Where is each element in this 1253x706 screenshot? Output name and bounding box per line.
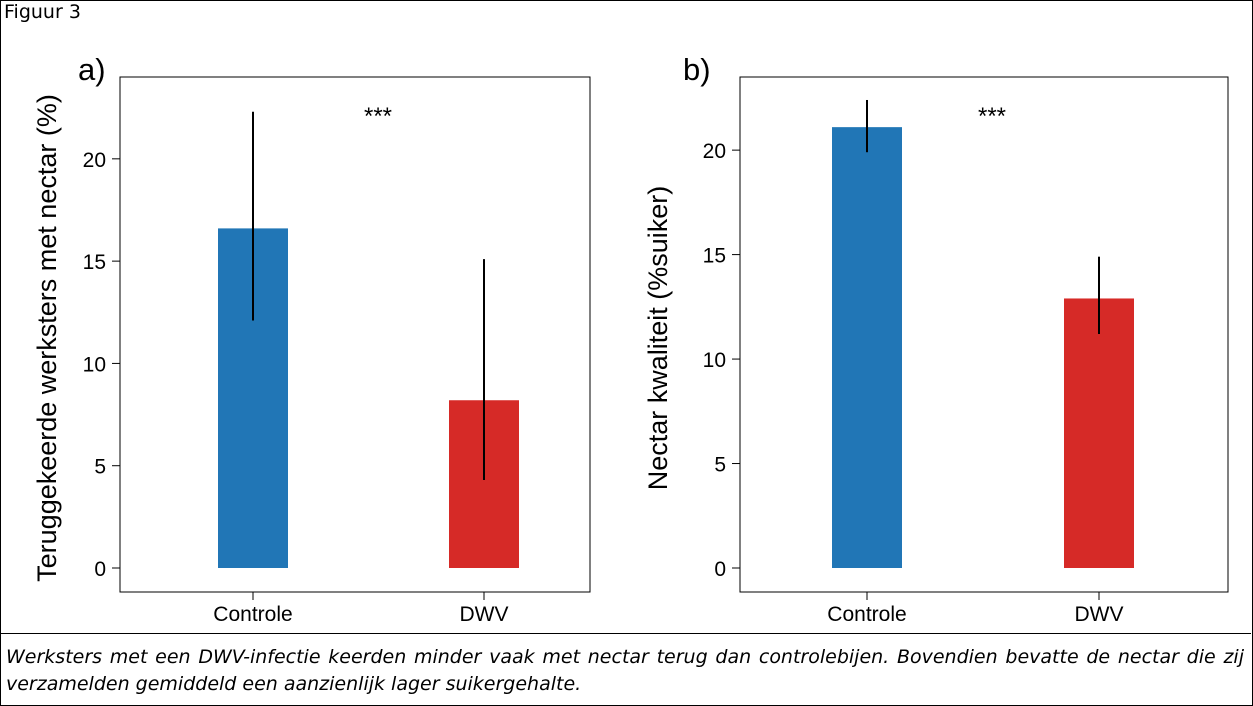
panel-a-y-axis-title: Teruggekeerde werksters met nectar (%) [32,94,62,582]
panel-b: b) Nectar kwaliteit (%suiker) 0 5 10 15 20 C… [643,52,1229,626]
panel-b-x-tick-labels: Controle DWV [827,592,1124,626]
panel-a-x-tick-labels: Controle DWV [213,592,509,626]
panel-a-y-ticks: 0 5 10 15 20 [83,149,120,581]
x-tick-label-controle: Controle [827,603,906,626]
panel-a-label: a) [78,52,106,87]
panel-a-significance: *** [364,103,392,130]
y-tick-label: 0 [714,558,726,581]
panel-b-y-ticks: 0 5 10 15 20 [703,140,740,581]
y-tick-label: 10 [703,349,726,372]
panel-a: a) Teruggekeerde werksters met nectar (%… [32,52,591,626]
panel-b-label: b) [683,52,711,87]
bar-charts: a) Teruggekeerde werksters met nectar (%… [32,52,1229,626]
y-tick-label: 5 [94,456,106,479]
x-tick-label-dwv: DWV [1075,603,1124,626]
panel-a-error-bars [252,111,485,481]
x-tick-label-controle: Controle [213,603,292,626]
y-tick-label: 20 [83,149,106,172]
panel-a-bars [218,228,519,568]
figure-caption: Werksters met een DWV-infectie keerden m… [6,646,1244,695]
panel-b-significance: *** [978,103,1006,130]
bar-dwv [1064,298,1134,568]
y-tick-label: 10 [83,353,106,376]
caption-divider [0,633,1251,634]
panel-b-plot-frame [739,76,1229,593]
y-tick-label: 15 [703,245,726,268]
y-tick-label: 5 [714,454,726,477]
y-tick-label: 20 [703,140,726,163]
panel-b-bars [832,127,1134,568]
y-tick-label: 15 [83,251,106,274]
x-tick-label-dwv: DWV [460,603,509,626]
bar-controle [832,127,902,568]
panel-b-y-axis-title: Nectar kwaliteit (%suiker) [643,186,673,491]
figure-label: Figuur 3 [4,1,81,23]
y-tick-label: 0 [94,558,106,581]
panel-a-plot-frame [119,76,591,593]
panel-b-error-bars [866,99,1100,334]
